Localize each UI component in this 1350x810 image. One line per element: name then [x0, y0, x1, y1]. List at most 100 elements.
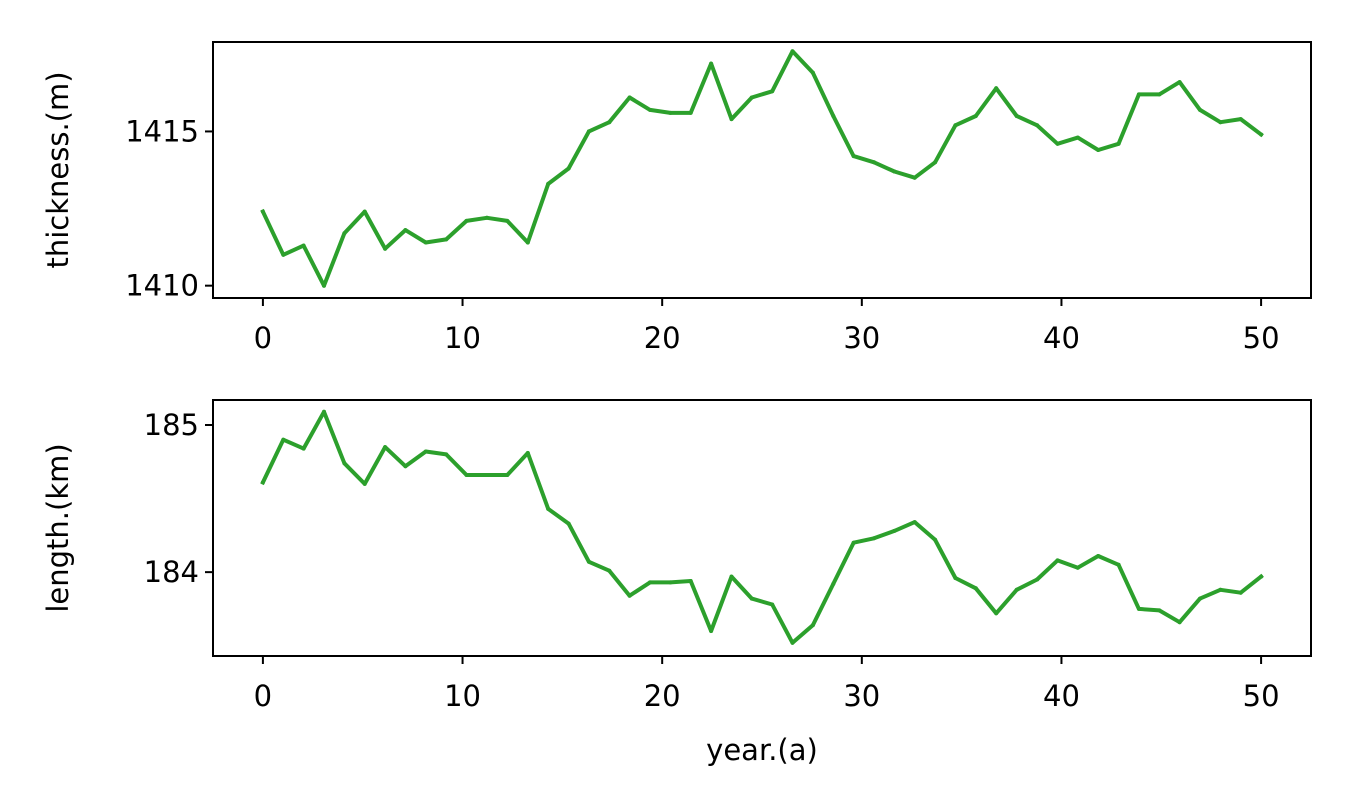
data-point: [586, 129, 591, 134]
data-point: [1198, 596, 1202, 601]
data-point: [1116, 562, 1121, 567]
data-point: [484, 473, 489, 477]
data-point: [423, 449, 428, 454]
data-point: [831, 581, 836, 586]
data-point: [1238, 117, 1243, 122]
data-point: [627, 95, 632, 100]
data-point: [1238, 590, 1243, 595]
data-point: [444, 237, 449, 242]
data-point: [729, 117, 734, 122]
data-point: [281, 437, 286, 442]
data-point: [831, 114, 836, 118]
data-point: [1075, 135, 1080, 140]
data-point: [1218, 120, 1223, 125]
data-point: [1259, 574, 1264, 579]
data-point: [546, 506, 551, 511]
data-point: [973, 586, 978, 591]
data-point: [729, 574, 734, 579]
data-point: [1136, 92, 1141, 97]
y-tick-label: 185: [144, 408, 199, 442]
data-point: [505, 218, 510, 223]
data-point: [301, 243, 306, 248]
data-point: [423, 240, 428, 245]
data-point: [342, 461, 347, 466]
x-tick-label: 30: [843, 321, 880, 355]
data-point: [688, 110, 693, 115]
data-point: [322, 283, 326, 288]
y-tick-label: 1410: [125, 269, 199, 303]
y-axis-label: length.(km): [41, 443, 75, 612]
data-point: [484, 215, 489, 220]
data-point: [362, 209, 367, 214]
data-point: [464, 218, 469, 223]
x-tick-label: 10: [444, 321, 481, 355]
plot-frame: [212, 41, 1312, 299]
data-point: [933, 537, 938, 542]
x-tick-label: 40: [1043, 679, 1080, 713]
data-point: [1035, 577, 1040, 582]
x-tick-label: 20: [644, 321, 681, 355]
data-point: [1096, 554, 1101, 558]
data-point: [383, 445, 388, 450]
data-point: [383, 246, 388, 251]
data-point: [953, 576, 958, 580]
data-point: [403, 464, 408, 469]
data-point: [260, 209, 265, 214]
data-point: [1259, 132, 1264, 137]
data-point: [607, 120, 612, 125]
data-point: [770, 89, 775, 94]
data-point: [810, 623, 815, 628]
data-point: [1096, 148, 1101, 152]
data-point: [260, 480, 265, 485]
data-point: [586, 559, 591, 564]
data-point: [973, 114, 978, 118]
x-tick-label: 40: [1043, 321, 1080, 355]
data-point: [851, 540, 856, 545]
data-point: [994, 86, 999, 91]
data-point: [749, 95, 754, 100]
subplot-2: 0 10 20 30 40 50 184 185 length.(km) year.(a): [41, 399, 1312, 767]
data-point: [749, 596, 754, 601]
x-tick-label: 50: [1243, 679, 1280, 713]
data-point: [525, 240, 530, 245]
x-tick-label: 30: [843, 679, 880, 713]
data-point: [648, 107, 652, 112]
data-point: [1177, 620, 1182, 625]
data-point: [505, 473, 510, 477]
x-tick-label: 0: [254, 679, 272, 713]
data-point: [709, 61, 714, 66]
data-point: [709, 629, 714, 633]
series-line-1: [260, 409, 1264, 645]
data-point: [994, 611, 999, 616]
data-point: [607, 568, 612, 573]
y-axis-label: thickness.(m): [41, 71, 75, 268]
data-point: [1198, 107, 1202, 112]
subplot-1: 0 10 20 30 40 50 1410 1415 thickness.(m): [41, 41, 1312, 355]
data-point: [668, 110, 673, 115]
data-point: [1014, 587, 1019, 592]
data-point: [627, 593, 632, 598]
data-point: [281, 252, 286, 257]
data-point: [648, 580, 652, 585]
plot-frame: [212, 399, 1312, 657]
data-point: [1157, 608, 1162, 613]
y-tick-label: 184: [144, 555, 199, 589]
data-point: [362, 481, 367, 486]
x-tick-label: 10: [444, 679, 481, 713]
data-point: [1075, 565, 1080, 570]
data-point: [912, 520, 917, 525]
data-point: [1014, 114, 1019, 118]
data-point: [790, 640, 795, 645]
data-point: [851, 154, 856, 159]
data-point: [322, 409, 326, 414]
x-tick-label: 20: [644, 679, 681, 713]
data-point: [668, 580, 673, 585]
data-point: [464, 473, 469, 477]
data-point: [566, 521, 571, 526]
data-point: [342, 231, 347, 236]
data-point: [912, 175, 917, 180]
data-point: [872, 536, 876, 541]
data-point: [953, 123, 958, 128]
data-point: [770, 602, 775, 607]
